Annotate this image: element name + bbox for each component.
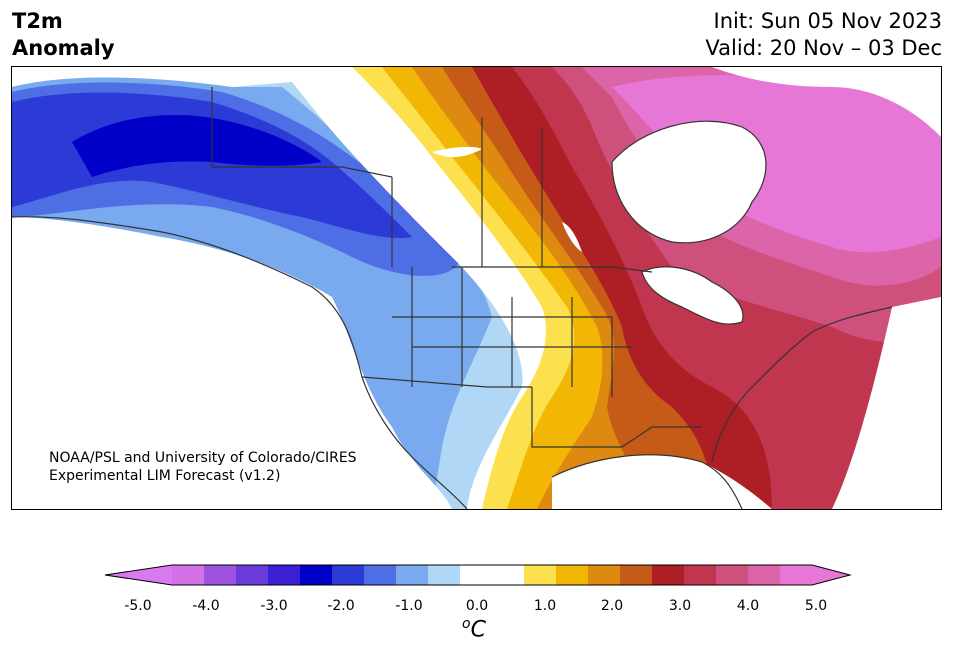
colorbar-under-arrow	[105, 565, 172, 585]
title-line-1: T2m	[12, 9, 63, 33]
colorbar-tick-label: -4.0	[192, 598, 220, 614]
colorbar-cell	[364, 565, 397, 585]
credit-line-2: Experimental LIM Forecast (v1.2)	[49, 468, 281, 484]
colorbar-tick-label: -2.0	[327, 598, 355, 614]
credit-text: NOAA/PSL and University of Colorado/CIRE…	[49, 449, 357, 485]
title-line-2: Anomaly	[12, 36, 115, 60]
colorbar-cell	[524, 565, 557, 585]
colorbar-cell	[332, 565, 365, 585]
colorbar-tick-label: -5.0	[124, 598, 152, 614]
colorbar-cell	[556, 565, 589, 585]
colorbar-cell	[716, 565, 749, 585]
colorbar-cell	[652, 565, 685, 585]
colorbar-tick-label: 3.0	[668, 598, 692, 614]
colorbar-tick-label: 0.0	[465, 598, 489, 614]
credit-line-1: NOAA/PSL and University of Colorado/CIRE…	[49, 450, 357, 466]
anomaly-map-graphic	[12, 67, 941, 509]
colorbar-cell	[460, 565, 493, 585]
colorbar-cell	[588, 565, 621, 585]
colorbar-cell	[204, 565, 237, 585]
colorbar-cell	[172, 565, 205, 585]
colorbar-unit-label: oC	[462, 616, 486, 642]
valid-date-range: Valid: 20 Nov – 03 Dec	[705, 36, 942, 60]
anomaly-map	[11, 66, 942, 510]
colorbar-cell	[268, 565, 301, 585]
unit-superscript: o	[462, 616, 471, 632]
colorbar-cell	[780, 565, 813, 585]
colorbar-cell	[428, 565, 461, 585]
colorbar-cell	[492, 565, 525, 585]
colorbar-tick-label: 2.0	[600, 598, 624, 614]
colorbar-tick-label: 5.0	[804, 598, 828, 614]
unit-main: C	[470, 617, 486, 643]
colorbar-cell	[620, 565, 653, 585]
forecast-dates: Init: Sun 05 Nov 2023 Valid: 20 Nov – 03…	[705, 8, 942, 62]
colorbar-tick-label: -3.0	[260, 598, 288, 614]
colorbar-cell	[748, 565, 781, 585]
colorbar-tick-label: 1.0	[533, 598, 557, 614]
colorbar-tick-label: 4.0	[736, 598, 760, 614]
colorbar-cell	[236, 565, 269, 585]
colorbar-over-arrow	[812, 565, 850, 585]
init-date: Init: Sun 05 Nov 2023	[713, 9, 942, 33]
map-title: T2m Anomaly	[12, 8, 115, 62]
colorbar-tick-labels: -5.0 -4.0 -3.0 -2.0 -1.0 0.0 1.0 2.0 3.0…	[0, 598, 953, 618]
colorbar-cell	[684, 565, 717, 585]
colorbar-cell	[300, 565, 333, 585]
colorbar-cell	[396, 565, 429, 585]
colorbar-outline	[104, 564, 852, 586]
colorbar	[104, 564, 852, 586]
colorbar-tick-label: -1.0	[395, 598, 423, 614]
